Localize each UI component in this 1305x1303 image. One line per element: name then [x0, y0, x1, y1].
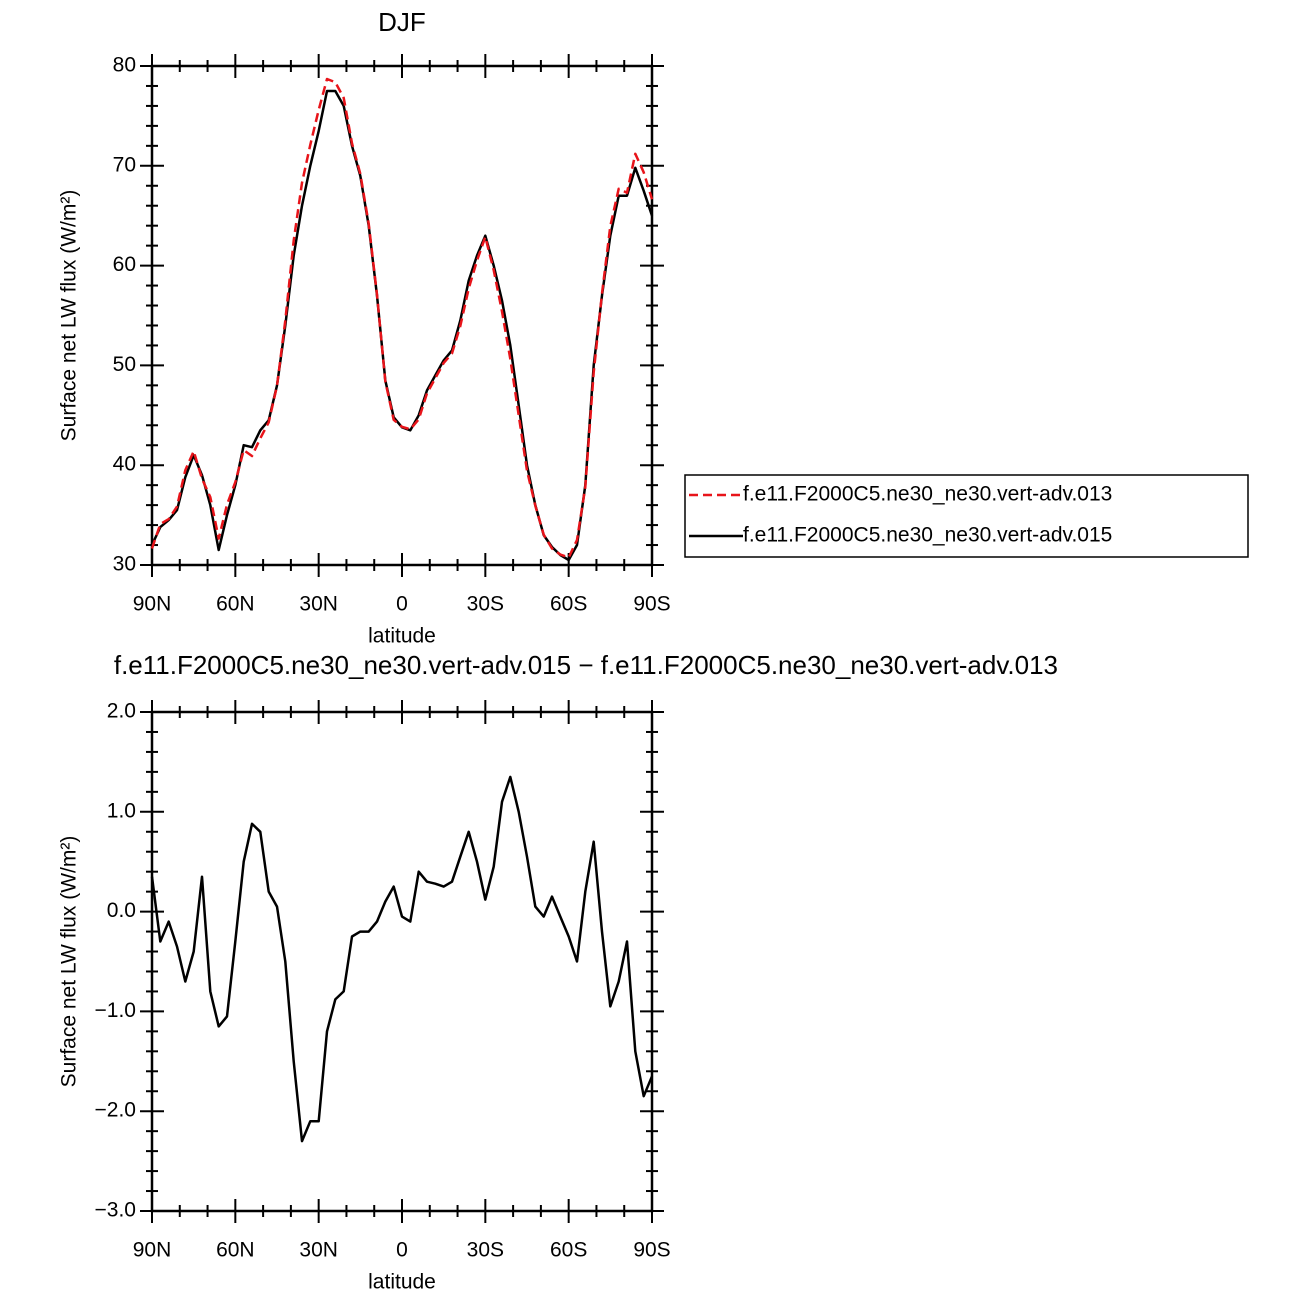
- x-tick-label: 60N: [216, 593, 255, 616]
- x-axis-label: latitude: [368, 625, 436, 648]
- x-tick-label: 90N: [133, 1239, 172, 1262]
- y-tick-label: 30: [113, 553, 136, 576]
- x-tick-label: 30N: [299, 593, 338, 616]
- y-tick-label: 40: [113, 453, 136, 476]
- y-tick-label: −2.0: [95, 1099, 136, 1122]
- y-axis-label: Surface net LW flux (W/m²): [58, 190, 81, 442]
- x-tick-label: 90S: [633, 1239, 670, 1262]
- legend-label: f.e11.F2000C5.ne30_ne30.vert-adv.015: [743, 524, 1112, 547]
- x-tick-label: 60S: [550, 593, 587, 616]
- x-tick-label: 30N: [299, 1239, 338, 1262]
- x-axis-label: latitude: [368, 1271, 436, 1294]
- plot-frame: [150, 64, 654, 567]
- data-line: [150, 77, 654, 559]
- y-axis-label: Surface net LW flux (W/m²): [58, 836, 81, 1088]
- x-tick-label: 30S: [467, 593, 504, 616]
- y-tick-label: −3.0: [95, 1199, 136, 1222]
- legend-box: [684, 474, 1249, 558]
- x-tick-label: 60S: [550, 1239, 587, 1262]
- data-line: [150, 89, 654, 562]
- y-tick-label: 70: [113, 153, 136, 176]
- legend-label: f.e11.F2000C5.ne30_ne30.vert-adv.013: [743, 483, 1112, 506]
- y-tick-label: 0.0: [107, 899, 136, 922]
- y-tick-label: 50: [113, 353, 136, 376]
- y-tick-label: 60: [113, 253, 136, 276]
- chart-title: DJF: [378, 7, 426, 37]
- y-tick-label: −1.0: [95, 999, 136, 1022]
- data-line: [150, 775, 654, 1143]
- chart-title: f.e11.F2000C5.ne30_ne30.vert-adv.015 − f…: [114, 650, 1058, 680]
- y-tick-label: 80: [113, 54, 136, 77]
- x-tick-label: 0: [396, 1239, 408, 1262]
- x-tick-label: 30S: [467, 1239, 504, 1262]
- x-tick-label: 60N: [216, 1239, 255, 1262]
- x-tick-label: 90S: [633, 593, 670, 616]
- x-tick-label: 0: [396, 593, 408, 616]
- x-tick-label: 90N: [133, 593, 172, 616]
- y-tick-label: 2.0: [107, 700, 136, 723]
- y-tick-label: 1.0: [107, 799, 136, 822]
